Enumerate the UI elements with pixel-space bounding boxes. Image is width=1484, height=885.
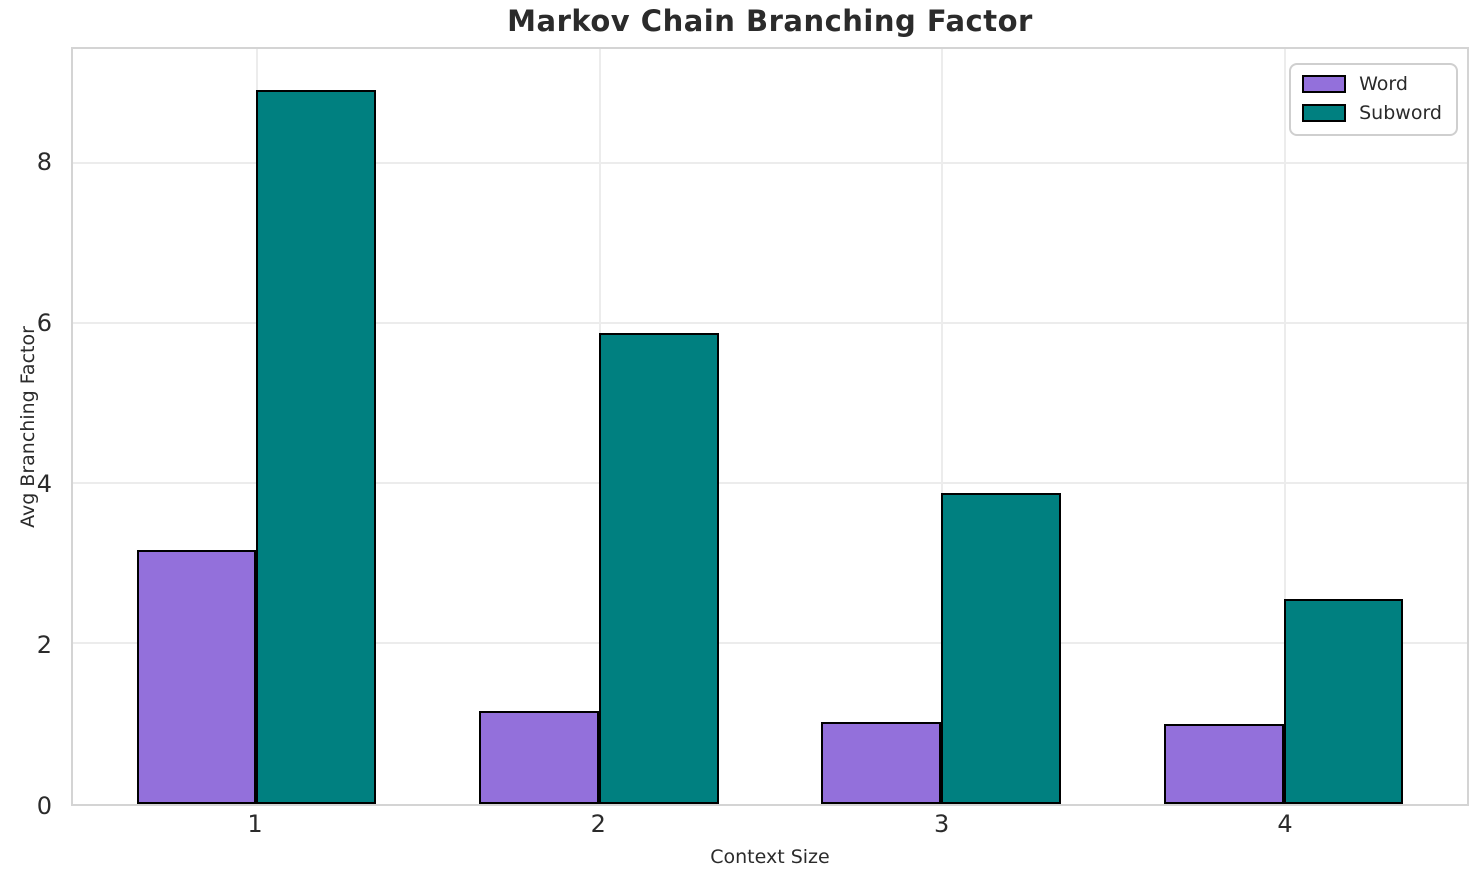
legend-label-subword: Subword	[1359, 101, 1442, 124]
chart-title: Markov Chain Branching Factor	[507, 4, 1033, 38]
legend-label-word: Word	[1359, 73, 1408, 95]
bar-subword-context-4	[1283, 599, 1404, 804]
x-tick-label: 4	[1277, 810, 1293, 838]
x-tick-label: 2	[590, 810, 606, 838]
x-tick-label: 1	[247, 810, 263, 838]
legend-swatch-word	[1302, 75, 1347, 94]
legend-item-word: Word	[1302, 74, 1442, 95]
y-axis-ticks: 0 2 4 6 8	[0, 47, 62, 818]
bar-word-context-4	[1163, 723, 1284, 804]
bar-subword-context-2	[598, 333, 719, 804]
bar-subword-context-3	[941, 492, 1061, 804]
x-tick-label: 3	[934, 810, 950, 838]
y-tick-label: 6	[36, 309, 52, 338]
bar-word-context-3	[821, 722, 942, 804]
y-gridline	[73, 481, 1467, 484]
bar-subword-context-1	[256, 89, 377, 804]
legend-item-subword: Subword	[1302, 101, 1442, 124]
y-tick-label: 4	[36, 470, 52, 499]
bar-word-context-1	[136, 550, 257, 804]
y-gridline	[73, 321, 1467, 324]
x-gridline	[941, 49, 944, 804]
plot-area	[71, 47, 1469, 806]
y-tick-label: 2	[36, 631, 52, 660]
x-gridline	[1283, 49, 1286, 804]
legend: Word Subword	[1289, 63, 1458, 136]
y-gridline	[73, 161, 1467, 164]
y-gridline	[73, 641, 1467, 644]
legend-swatch-subword	[1302, 104, 1347, 123]
y-tick-label: 8	[36, 148, 52, 177]
y-tick-label: 0	[36, 792, 52, 820]
x-axis-label: Context Size	[710, 846, 830, 868]
x-axis-ticks: 1 2 3 4	[71, 812, 1469, 840]
bar-word-context-2	[479, 711, 599, 804]
